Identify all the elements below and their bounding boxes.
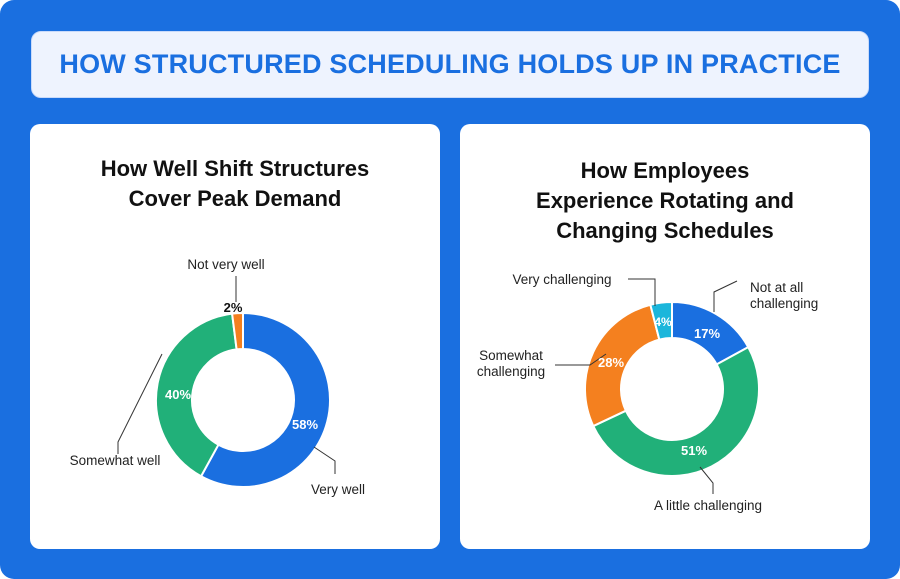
chart-title-rotating: How Employees Experience Rotating and Ch… <box>460 156 870 246</box>
category-label-somewhat-well: Somewhat well <box>70 453 161 468</box>
category-label-very-challenging: Very challenging <box>512 272 611 287</box>
page-title: HOW STRUCTURED SCHEDULING HOLDS UP IN PR… <box>59 49 841 79</box>
category-label-not-very-well: Not very well <box>187 257 264 272</box>
leader-line-not-at-all <box>713 280 738 312</box>
data-label-very-challenging: 4% <box>654 315 672 329</box>
leader-line-a-little <box>699 466 714 494</box>
chart-title-line: Experience Rotating and <box>536 188 794 213</box>
data-label-very-well: 58% <box>292 417 318 432</box>
coverage-slice-very-well <box>199 311 331 488</box>
chart-title-line: Cover Peak Demand <box>128 186 342 211</box>
data-label-a-little: 51% <box>681 443 707 458</box>
leader-line-very-well <box>313 446 336 474</box>
category-label-a-little: A little challenging <box>654 498 762 513</box>
category-label-not-at-all: Not at all challenging <box>750 280 818 311</box>
chart-panel-rotating: How Employees Experience Rotating and Ch… <box>460 124 870 549</box>
category-label-very-well: Very well <box>311 482 365 497</box>
data-label-not-very-well: 2% <box>224 300 243 315</box>
coverage-slice-somewhat-well <box>155 312 238 478</box>
rotating-slice-very-challenging <box>649 300 673 341</box>
leader-line-very-challenging <box>628 278 656 306</box>
donut-chart-rotating: Very challenging Not at all challenging S… <box>477 272 818 513</box>
category-label-somewhat-challenging: Somewhat challenging <box>477 348 545 379</box>
data-label-somewhat-well: 40% <box>165 387 191 402</box>
chart-title-coverage: How Well Shift Structures Cover Peak Dem… <box>30 154 440 214</box>
chart-title-line: Changing Schedules <box>556 218 774 243</box>
chart-title-line: How Employees <box>580 158 750 183</box>
chart-panel-coverage: How Well Shift Structures Cover Peak Dem… <box>30 124 440 549</box>
chart-title-line: How Well Shift Structures <box>100 156 370 181</box>
donut-chart-coverage: Not very well Somewhat well Very well 58… <box>70 257 365 497</box>
header-banner: HOW STRUCTURED SCHEDULING HOLDS UP IN PR… <box>31 31 869 98</box>
data-label-somewhat-challenging: 28% <box>598 355 624 370</box>
leader-line-somewhat-well <box>117 353 163 454</box>
rotating-slice-a-little-challenging <box>591 345 760 477</box>
leader-line-somewhat-challenging <box>555 353 607 366</box>
coverage-slice-not-very-well <box>230 311 244 351</box>
data-label-not-at-all: 17% <box>694 326 720 341</box>
